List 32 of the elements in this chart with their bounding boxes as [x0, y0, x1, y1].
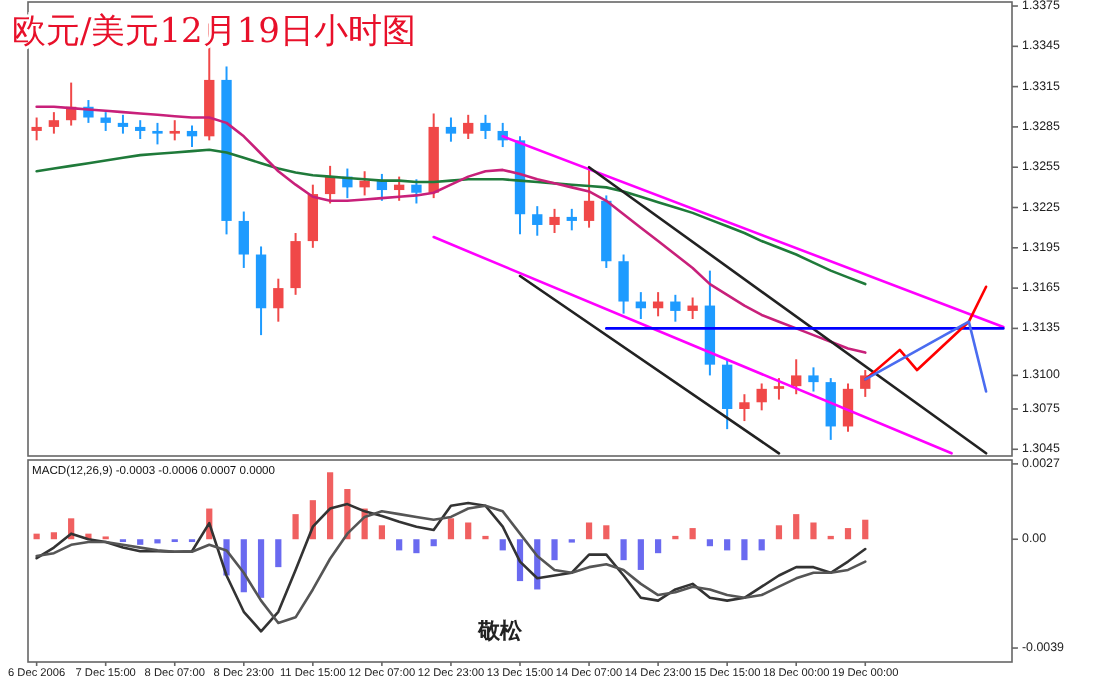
bar: [257, 539, 265, 598]
bar: [689, 528, 696, 540]
bar: [396, 539, 403, 551]
bar: [465, 522, 472, 540]
line-series: [35, 105, 867, 354]
annotation: 敬松: [476, 618, 524, 644]
bar: [275, 539, 282, 568]
bar: [447, 518, 455, 540]
bar: [50, 532, 57, 540]
bar: [430, 539, 437, 547]
bar: [137, 539, 144, 545]
bar: [758, 539, 765, 551]
bar: [775, 525, 783, 540]
bar: [741, 539, 748, 561]
line-series: [35, 148, 867, 286]
bar: [292, 514, 299, 540]
bar: [413, 539, 420, 554]
bar: [585, 522, 593, 540]
bar: [637, 539, 644, 570]
bar: [862, 519, 869, 540]
bar: [378, 525, 385, 540]
bar: [724, 539, 731, 551]
bar: [655, 539, 662, 554]
bar: [810, 522, 817, 540]
bar: [327, 472, 334, 540]
bar: [706, 539, 713, 547]
bar: [620, 539, 627, 561]
bar: [499, 539, 506, 551]
bar: [793, 514, 800, 540]
bar: [603, 525, 610, 540]
bar: [844, 528, 852, 540]
bar: [551, 539, 558, 561]
